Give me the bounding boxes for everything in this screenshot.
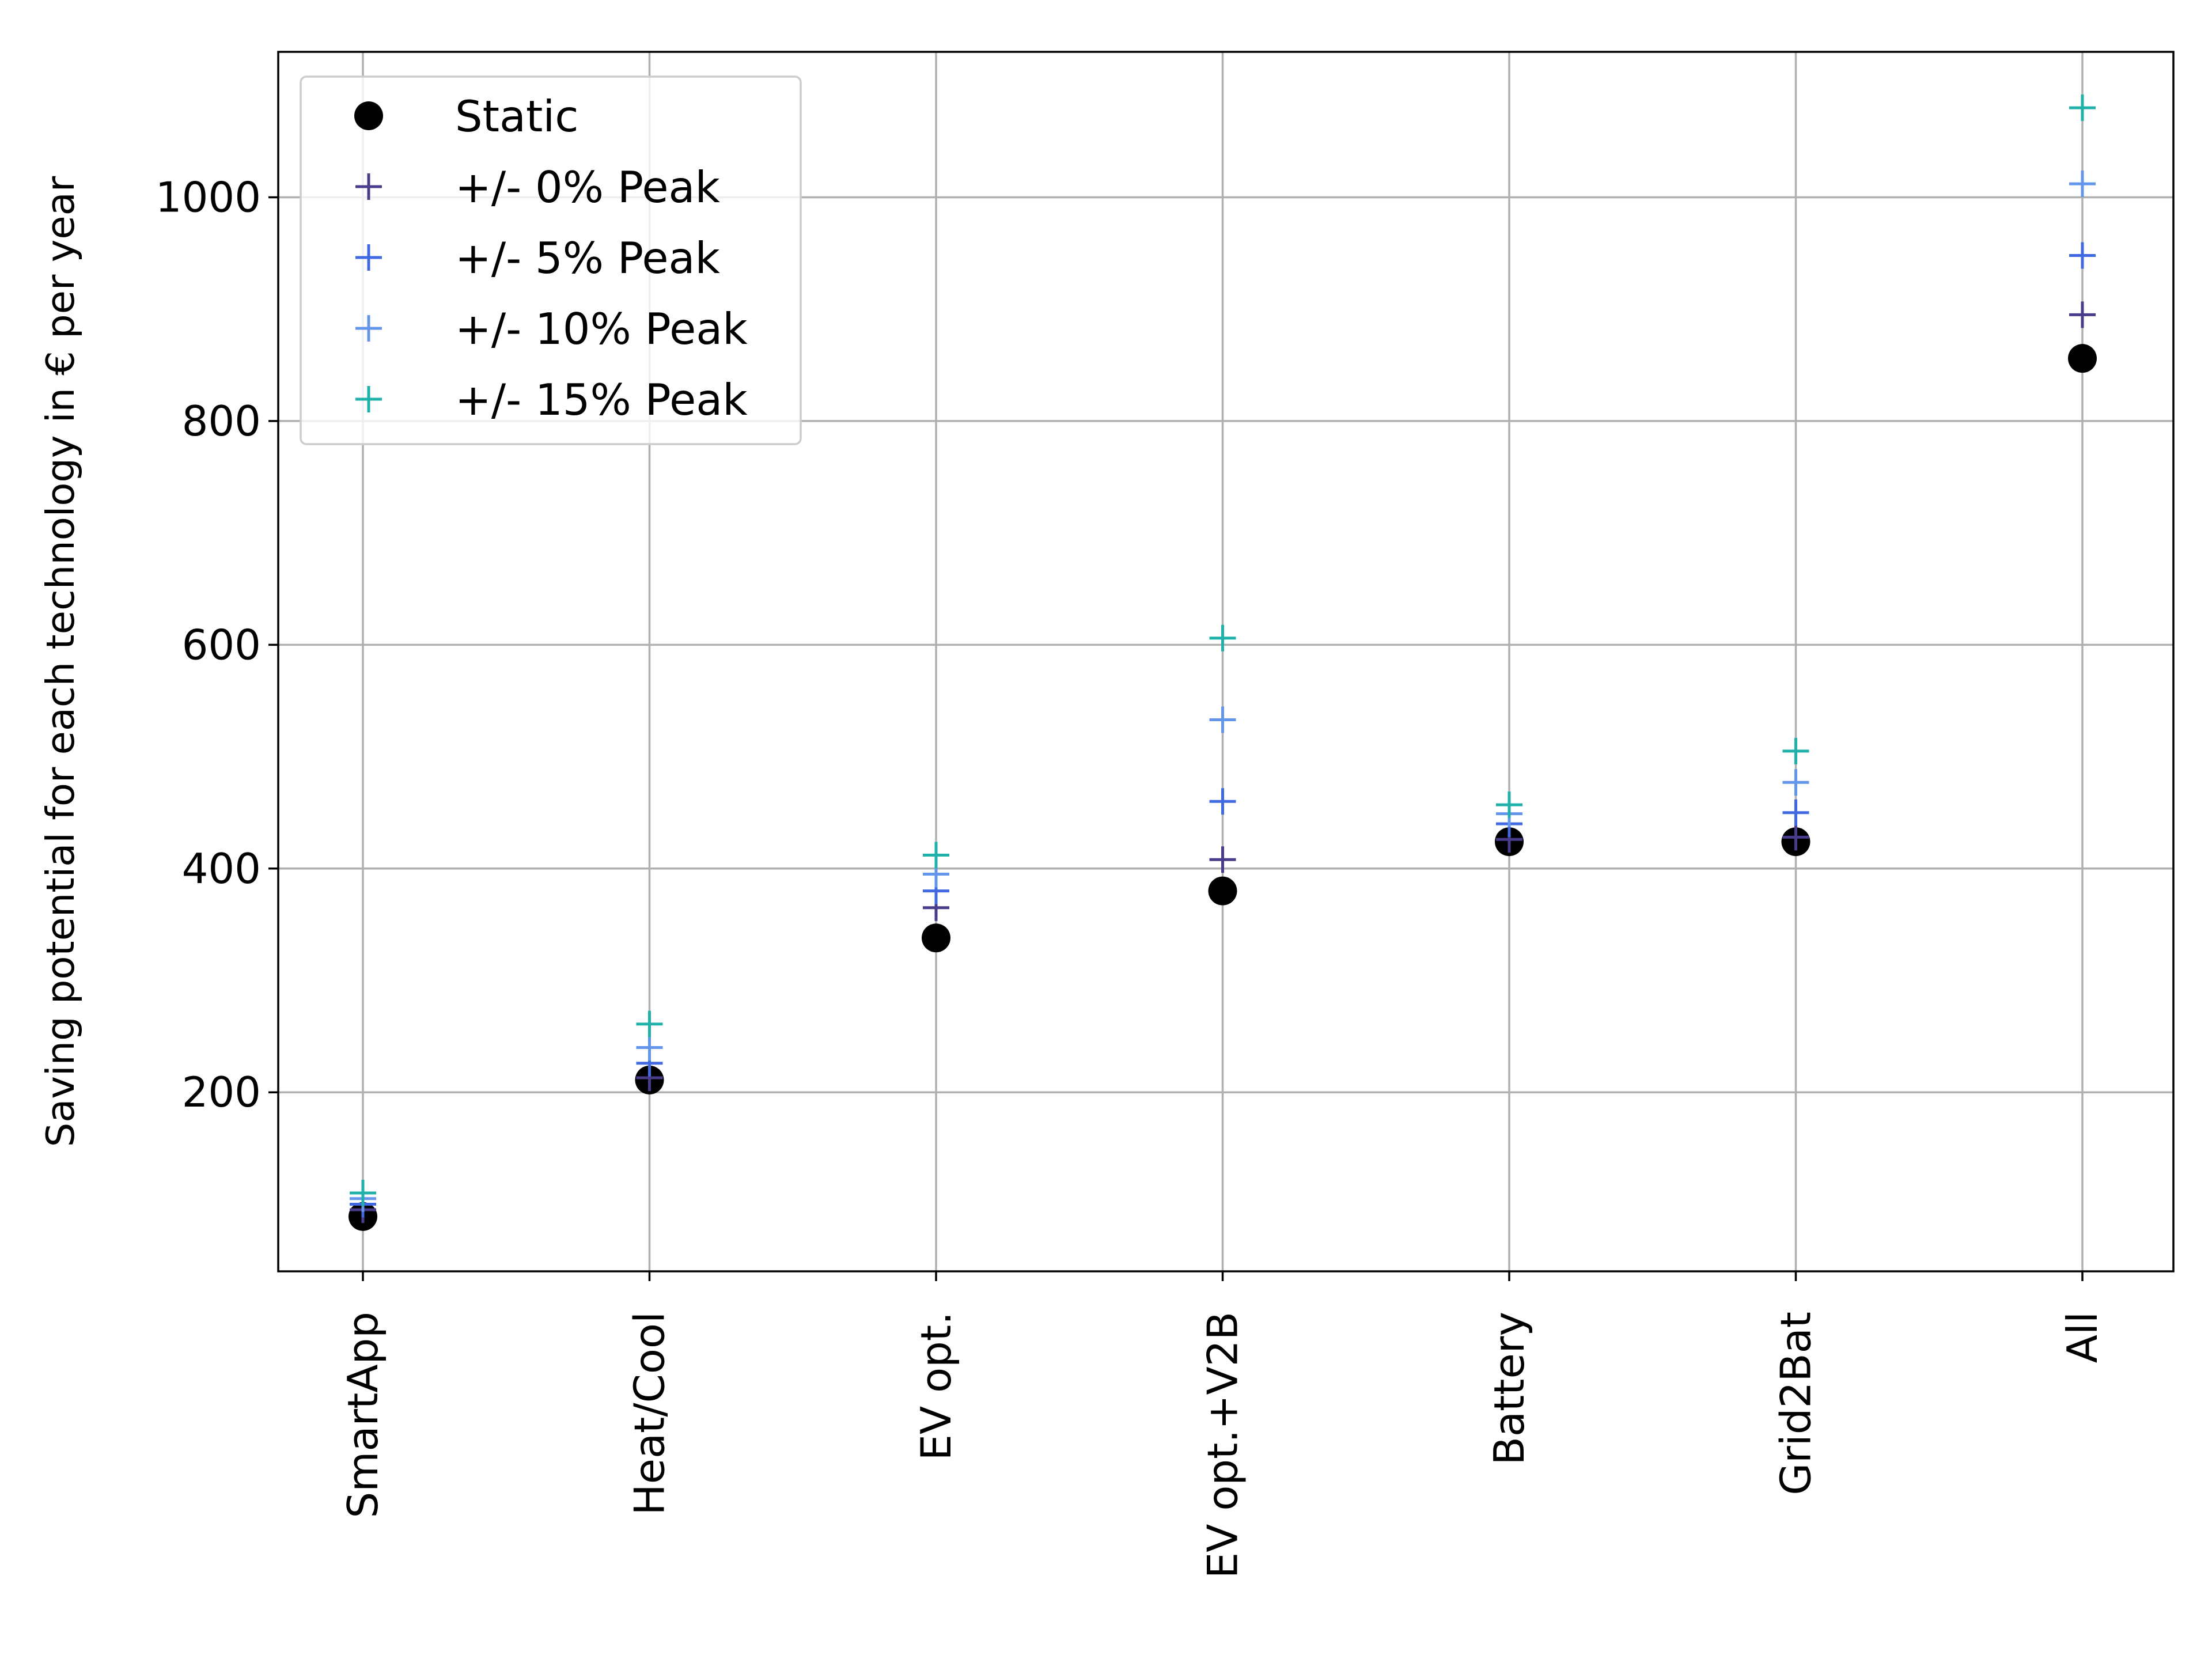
data-point (636, 1010, 663, 1037)
legend-marker (355, 315, 382, 342)
data-point (1782, 769, 1809, 796)
data-point (1209, 788, 1236, 815)
data-point (2069, 171, 2096, 198)
data-point (1782, 799, 1809, 826)
data-point (1496, 791, 1522, 819)
y-axis-ticks: 200 400 600 800 1000 (156, 173, 278, 1116)
y-axis-title: Saving potential for each technology in … (38, 176, 83, 1147)
data-point (1208, 876, 1237, 906)
legend-label: +/- 15% Peak (455, 374, 748, 425)
x-tick-label: EV opt.+V2B (1199, 1312, 1247, 1578)
legend-item: Static (354, 91, 578, 142)
data-point (2069, 94, 2096, 122)
data-point (1209, 706, 1236, 733)
legend-label: +/- 10% Peak (455, 304, 748, 354)
x-tick-label: SmartApp (339, 1312, 387, 1518)
x-tick-label: Battery (1485, 1312, 1533, 1465)
legend-box (300, 75, 802, 445)
legend: Static +/- 0% Peak +/- 5% Peak +/- 10% Peak… (300, 75, 802, 445)
legend-label: +/- 0% Peak (455, 162, 720, 213)
legend-marker (355, 386, 382, 412)
legend-label: +/- 5% Peak (455, 233, 720, 283)
data-point (1209, 624, 1236, 652)
x-tick-label: Grid2Bat (1772, 1312, 1820, 1495)
series-4 (350, 94, 2096, 1207)
data-point (2068, 344, 2097, 373)
series-1 (350, 301, 2096, 1224)
data-point (2069, 301, 2096, 328)
plot-frame (277, 51, 2175, 1272)
legend-item: +/- 15% Peak (355, 374, 748, 425)
data-point (2069, 242, 2096, 269)
y-tick-label: 200 (182, 1068, 261, 1116)
legend-marker (355, 173, 382, 200)
y-tick-label: 600 (182, 620, 261, 669)
y-tick-label: 800 (182, 397, 261, 445)
legend-item: +/- 0% Peak (355, 162, 720, 213)
data-point (350, 1180, 376, 1207)
legend-item: +/- 5% Peak (355, 233, 720, 283)
grid-lines (278, 52, 2173, 1271)
data-point (1782, 824, 1809, 851)
data-point (1782, 737, 1809, 764)
x-tick-label: EV opt. (912, 1312, 960, 1461)
x-tick-label: Heat/Cool (626, 1312, 674, 1515)
data-point (636, 1034, 663, 1061)
data-point (923, 842, 949, 869)
y-tick-label: 400 (182, 844, 261, 893)
legend-item: +/- 10% Peak (355, 304, 748, 354)
x-tick-label: All (2058, 1312, 2107, 1363)
y-tick-label: 1000 (156, 173, 261, 221)
legend-marker (355, 244, 382, 271)
x-axis-ticks: SmartApp Heat/Cool EV opt. EV opt.+V2B Batte… (339, 1271, 2107, 1578)
legend-label: Static (455, 91, 578, 142)
data-point (922, 923, 950, 953)
legend-marker (354, 101, 383, 130)
data-markers (349, 94, 2097, 1231)
data-point (1209, 846, 1236, 873)
